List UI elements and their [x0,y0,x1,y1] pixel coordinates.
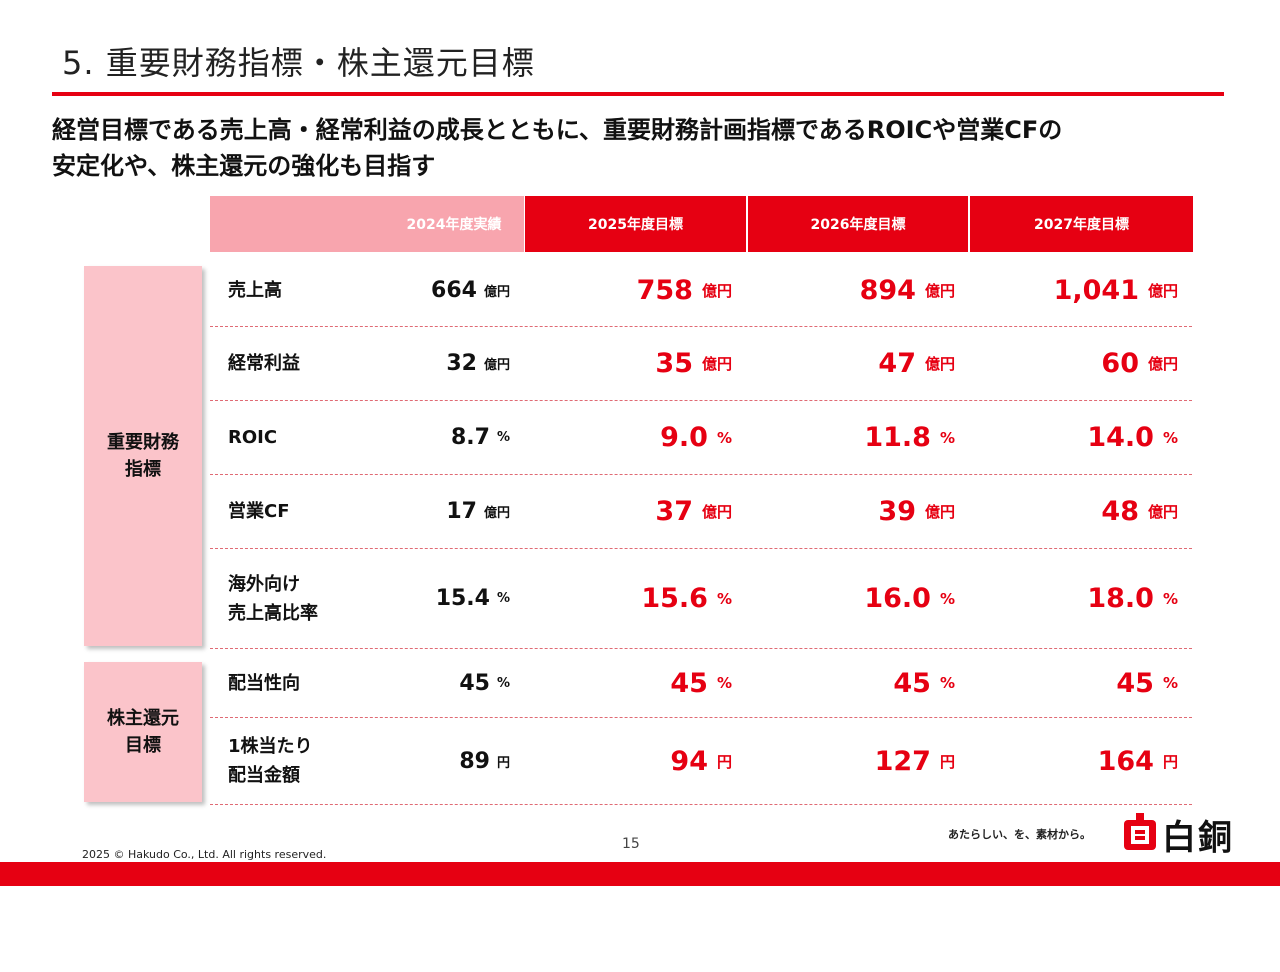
header-2024-actual: 2024年度実績 [384,196,524,252]
actual-2024-cell: 664 億円 [431,277,510,303]
target-2027-cell: 48 億円 [1101,496,1178,527]
actual-2024-cell: 17 億円 [446,499,510,524]
target-2026-cell: 45% [893,667,955,699]
target-2027-cell: 60 億円 [1101,348,1178,379]
table-row-payout-ratio: 配当性向 45% 45% 45% 45% [210,649,1192,718]
target-2025-cell: 45% [670,667,732,699]
actual-2024-cell: 8.7% [450,425,510,450]
header-blank-cell [210,196,384,252]
target-2026-cell: 127 円 [874,745,955,777]
target-2027-cell: 45% [1116,667,1178,699]
category-label: 重要財務 [107,432,179,453]
category-label: 目標 [125,735,161,756]
table-row-roic: ROIC 8.7% 9.0% 11.8% 14.0% [210,401,1192,475]
table-row-overseas-sales-ratio: 海外向け 売上高比率 15.4% 15.6% 16.0% 18.0% [210,549,1192,649]
lead-line-2: 安定化や、株主還元の強化も目指す [52,152,436,180]
table-row-operating-cf: 営業CF 17 億円 37 億円 39 億円 48 億円 [210,475,1192,549]
table-row-ordinary-profit: 経常利益 32 億円 35 億円 47 億円 60 億円 [210,327,1192,401]
target-2027-cell: 1,041 億円 [1053,274,1178,306]
target-2027-cell: 18.0% [1087,583,1178,614]
page-number: 15 [622,836,640,852]
target-2027-cell: 14.0% [1087,422,1178,453]
lead-line-1: 経営目標である売上高・経常利益の成長とともに、重要財務計画指標であるROICや営… [52,116,1063,144]
target-2025-cell: 37 億円 [655,496,732,527]
table-row-sales: 売上高 664 億円 758 億円 894 億円 1,041 億円 [210,254,1192,327]
target-2025-cell: 758 億円 [636,274,732,306]
target-2026-cell: 16.0% [864,583,955,614]
header-2025-target: 2025年度目標 [525,196,746,252]
brand-tagline: あたらしい、を、素材から。 [948,828,1091,841]
slide-title: 5. 重要財務指標・株主還元目標 [62,44,535,82]
target-2026-cell: 47 億円 [878,348,955,379]
target-2026-cell: 39 億円 [878,496,955,527]
actual-2024-cell: 45% [459,670,510,696]
actual-2024-cell: 15.4% [435,586,510,611]
target-2026-cell: 894 億円 [859,274,955,306]
category-key-financial-indicators: 重要財務 指標 [84,266,202,646]
target-2025-cell: 9.0% [660,422,732,453]
row-label: 1株当たり 配当金額 [228,736,313,786]
actual-2024-cell: 32 億円 [446,351,510,376]
company-logo-icon [1122,812,1158,856]
row-label: 営業CF [228,501,290,522]
row-label: ROIC [228,427,278,448]
target-2025-cell: 94 円 [670,745,732,777]
row-label: 海外向け 売上高比率 [228,573,318,624]
table-row-dividend-per-share: 1株当たり 配当金額 89 円 94 円 127 円 164 円 [210,718,1192,805]
header-2027-target: 2027年度目標 [970,196,1193,252]
target-2025-cell: 35 億円 [655,348,732,379]
actual-2024-cell: 89 円 [459,748,510,774]
company-logo-text: 白銅 [1162,818,1234,858]
row-label: 配当性向 [228,672,300,694]
category-shareholder-return: 株主還元 目標 [84,662,202,802]
target-2025-cell: 15.6% [641,583,732,614]
title-divider [52,92,1224,96]
target-2027-cell: 164 円 [1097,745,1178,777]
row-label: 売上高 [228,279,282,301]
row-label: 経常利益 [228,353,300,374]
copyright-text: 2025 © Hakudo Co., Ltd. All rights reser… [82,848,327,861]
lead-text: 経営目標である売上高・経常利益の成長とともに、重要財務計画指標であるROICや営… [52,112,1232,184]
category-label: 株主還元 [107,708,179,729]
header-2026-target: 2026年度目標 [748,196,968,252]
footer-bar [0,862,1280,886]
target-2026-cell: 11.8% [864,422,955,453]
category-label: 指標 [125,459,161,480]
